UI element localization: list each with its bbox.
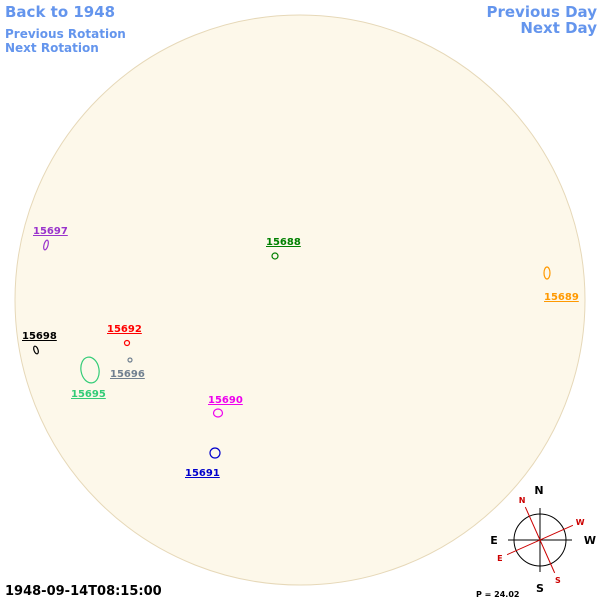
region-label[interactable]: 15690 <box>208 395 243 406</box>
next-rotation-link[interactable]: Next Rotation <box>5 41 99 55</box>
solar-direction: W <box>576 518 585 527</box>
solar-axis <box>506 524 574 556</box>
region-label[interactable]: 15692 <box>107 324 142 335</box>
compass-north: N <box>534 484 543 497</box>
next-day-link[interactable]: Next Day <box>520 19 597 37</box>
solar-direction: E <box>497 554 502 563</box>
sunspot-region <box>543 266 551 280</box>
sunspot-region <box>127 357 133 363</box>
solar-direction: S <box>555 576 561 585</box>
region-label[interactable]: 15688 <box>266 237 301 248</box>
sunspot-region <box>80 356 100 384</box>
solar-disk <box>14 14 586 586</box>
region-label[interactable]: 15691 <box>185 468 220 479</box>
compass-south: S <box>536 582 544 595</box>
region-label[interactable]: 15696 <box>110 369 145 380</box>
sunspot-region <box>43 239 49 251</box>
p-angle-value: 24.02 <box>494 590 519 599</box>
region-label[interactable]: 15698 <box>22 331 57 342</box>
region-label[interactable]: 15697 <box>33 226 68 237</box>
sunspot-region <box>123 339 131 347</box>
p-angle: P = 24.02 <box>476 590 519 599</box>
timestamp: 1948-09-14T08:15:00 <box>5 584 162 599</box>
solar-direction: N <box>519 496 526 505</box>
compass-west: W <box>584 534 596 547</box>
previous-day-link[interactable]: Previous Day <box>486 3 597 21</box>
back-link[interactable]: Back to 1948 <box>5 3 115 21</box>
sunspot-region <box>271 252 279 260</box>
region-label[interactable]: 15695 <box>71 389 106 400</box>
sunspot-region <box>212 408 224 418</box>
compass-east: E <box>490 534 498 547</box>
sunspot-region <box>209 447 221 459</box>
p-angle-label: P = <box>476 590 491 599</box>
sunspot-region <box>33 345 39 355</box>
previous-rotation-link[interactable]: Previous Rotation <box>5 27 126 41</box>
region-label[interactable]: 15689 <box>544 292 579 303</box>
